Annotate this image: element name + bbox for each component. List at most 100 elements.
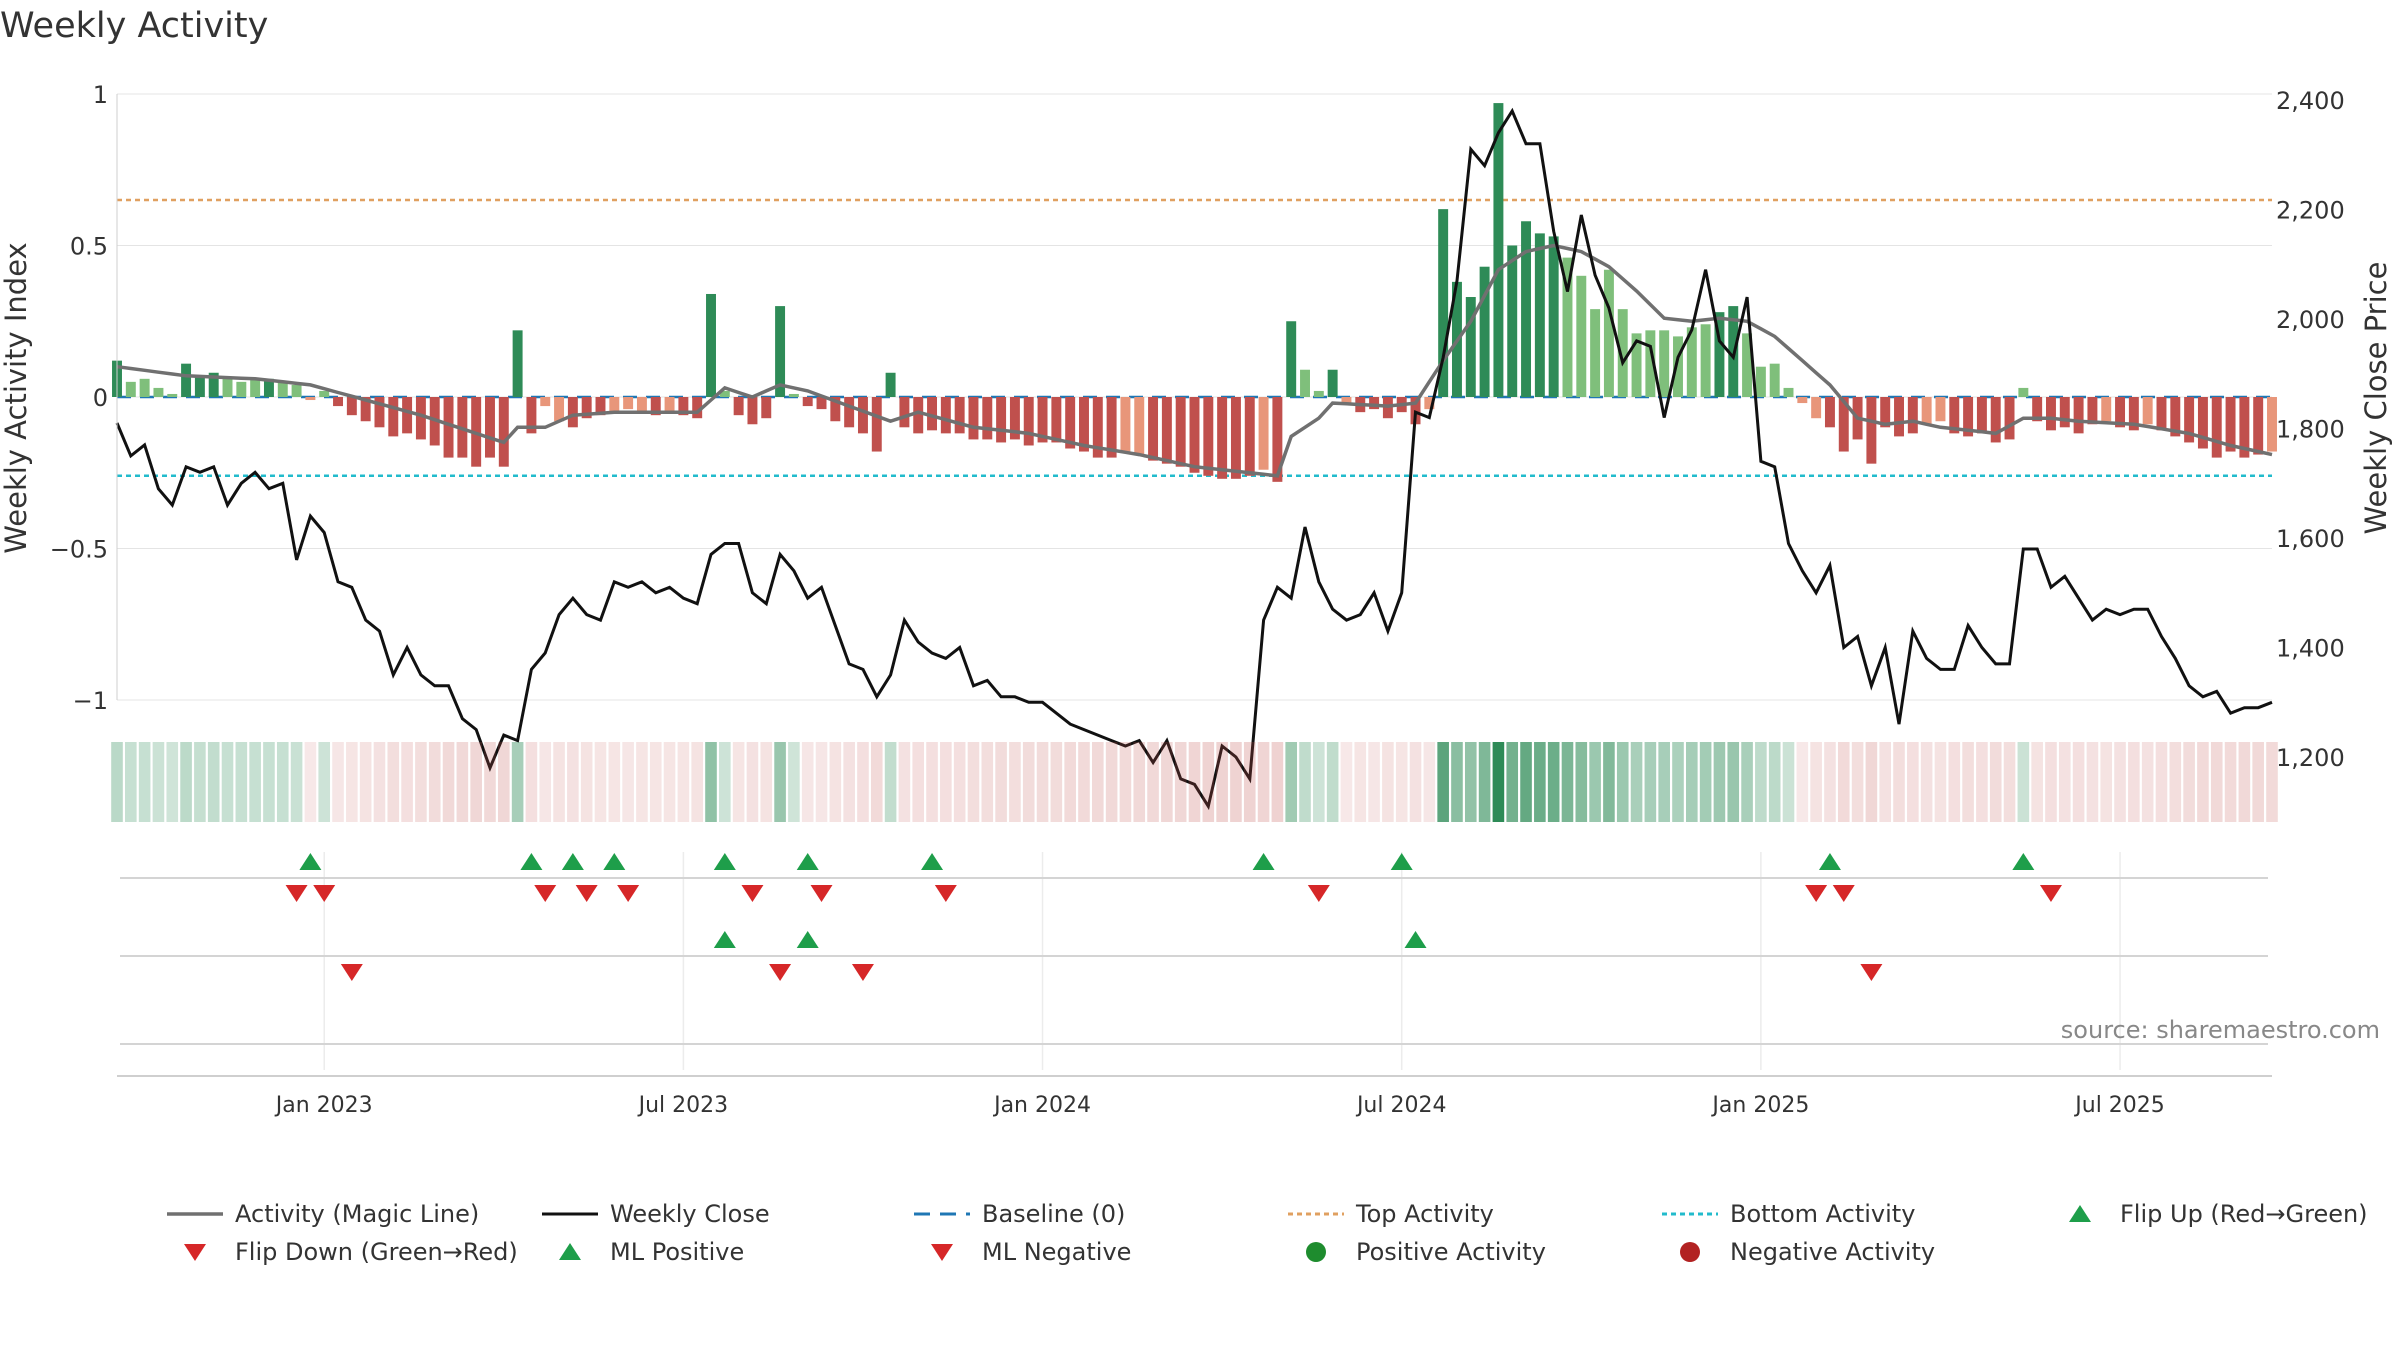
heat-cell: [332, 742, 344, 822]
heat-cell: [1451, 742, 1463, 822]
heat-cell: [843, 742, 855, 822]
activity-bar: [1659, 330, 1670, 397]
heat-cell: [1299, 742, 1311, 822]
activity-bar: [968, 397, 979, 440]
heat-cell: [719, 742, 731, 822]
heat-cell: [1810, 742, 1822, 822]
heat-cell: [622, 742, 634, 822]
activity-bar: [1603, 269, 1614, 397]
activity-bar: [485, 397, 495, 458]
activity-bar: [167, 393, 178, 397]
activity-bar: [1327, 369, 1338, 397]
activity-bar: [1866, 397, 1877, 464]
activity-bar: [1548, 236, 1559, 397]
activity-bar: [2087, 397, 2098, 425]
heat-cell: [2155, 742, 2168, 822]
activity-bar: [2115, 397, 2126, 428]
heat-cell: [1589, 742, 1601, 822]
activity-bar: [402, 397, 413, 434]
activity-bar: [609, 397, 620, 413]
activity-bar: [1189, 397, 1200, 473]
activity-bar: [2253, 397, 2264, 455]
activity-bar: [2128, 397, 2139, 431]
weekly-activity-chart: 1 0.5 0 −0.5 −1 2,400 2,200 2,000 1,800 1,600 1,40…: [0, 81, 2393, 1118]
heat-cell: [1230, 742, 1242, 822]
heat-cell: [594, 742, 607, 822]
legend-item-top: Top Activity: [1286, 1200, 1494, 1228]
activity-bar: [498, 397, 509, 467]
flip-up-marker: [561, 853, 584, 870]
legend-item-posact: Positive Activity: [1286, 1238, 1546, 1266]
page-title: Weekly Activity: [0, 6, 269, 46]
heat-cell: [857, 742, 869, 822]
activity-bar: [277, 381, 288, 397]
heat-cell: [1216, 742, 1228, 822]
flip-up-marker: [2012, 853, 2035, 870]
activity-bar: [1714, 312, 1725, 397]
heat-cell: [138, 742, 151, 822]
ml-positive-marker: [713, 931, 736, 948]
activity-bar: [236, 381, 247, 397]
flip-down-marker: [810, 885, 833, 902]
heat-cell: [1064, 742, 1076, 822]
activity-bar: [2156, 397, 2167, 431]
ml-positive-marker: [796, 931, 819, 948]
activity-bar: [1217, 397, 1228, 479]
activity-bar: [1286, 321, 1297, 397]
heat-cell: [2238, 742, 2251, 822]
heat-cell: [2031, 742, 2043, 822]
activity-bar: [333, 397, 343, 407]
heat-cell: [1091, 742, 1104, 822]
heat-cell: [235, 742, 248, 822]
activity-bars: [112, 103, 2277, 482]
x-tick-label: Jan 2024: [992, 1093, 1091, 1118]
heat-cell: [2045, 742, 2057, 822]
heat-cell: [1050, 742, 1063, 822]
heat-cell: [1603, 742, 1615, 822]
activity-bar: [1811, 397, 1822, 419]
ml-negative-marker: [769, 964, 792, 981]
flip-up-marker: [520, 853, 543, 870]
heat-cell: [125, 742, 137, 822]
heat-cell: [1989, 742, 2002, 822]
activity-bar: [1313, 390, 1324, 397]
activity-bar: [1769, 363, 1780, 397]
activity-bar: [664, 397, 675, 413]
flip-markers: [285, 853, 2062, 981]
heat-cell: [801, 742, 814, 822]
heat-cell: [967, 742, 980, 822]
heat-cell: [760, 742, 773, 822]
heat-cell: [359, 742, 372, 822]
activity-bar: [1051, 397, 1062, 443]
legend-symbol-baseline: [912, 1202, 972, 1226]
activity-bar: [1921, 397, 1932, 425]
activity-bar: [1272, 397, 1283, 482]
activity-bar: [1134, 397, 1145, 455]
activity-bar: [1645, 330, 1656, 397]
flip-up-marker: [1390, 853, 1413, 870]
heat-cell: [1174, 742, 1187, 822]
legend-item-flipdown: Flip Down (Green→Red): [165, 1238, 518, 1266]
activity-bar: [733, 397, 744, 416]
ml-negative-marker: [340, 964, 363, 981]
activity-bar: [1479, 266, 1490, 397]
legend-symbol-negact: [1660, 1240, 1720, 1264]
heat-cell: [1340, 742, 1353, 822]
activity-bar: [2046, 397, 2056, 431]
legend-item-baseline: Baseline (0): [912, 1200, 1125, 1228]
heat-cell: [1561, 742, 1574, 822]
activity-bar: [1521, 221, 1532, 397]
heat-cell: [1202, 742, 1215, 822]
activity-bar: [125, 381, 136, 397]
x-tick-label: Jul 2025: [2073, 1093, 2165, 1118]
heat-cell: [1962, 742, 1974, 822]
activity-bar: [996, 397, 1007, 443]
heat-cell: [691, 742, 703, 822]
activity-bar: [2267, 397, 2277, 452]
heat-cell: [346, 742, 358, 822]
heat-cell: [1575, 742, 1588, 822]
activity-bar: [2004, 397, 2015, 440]
heat-cell: [2003, 742, 2016, 822]
heat-cell: [207, 742, 220, 822]
heat-cell: [677, 742, 690, 822]
